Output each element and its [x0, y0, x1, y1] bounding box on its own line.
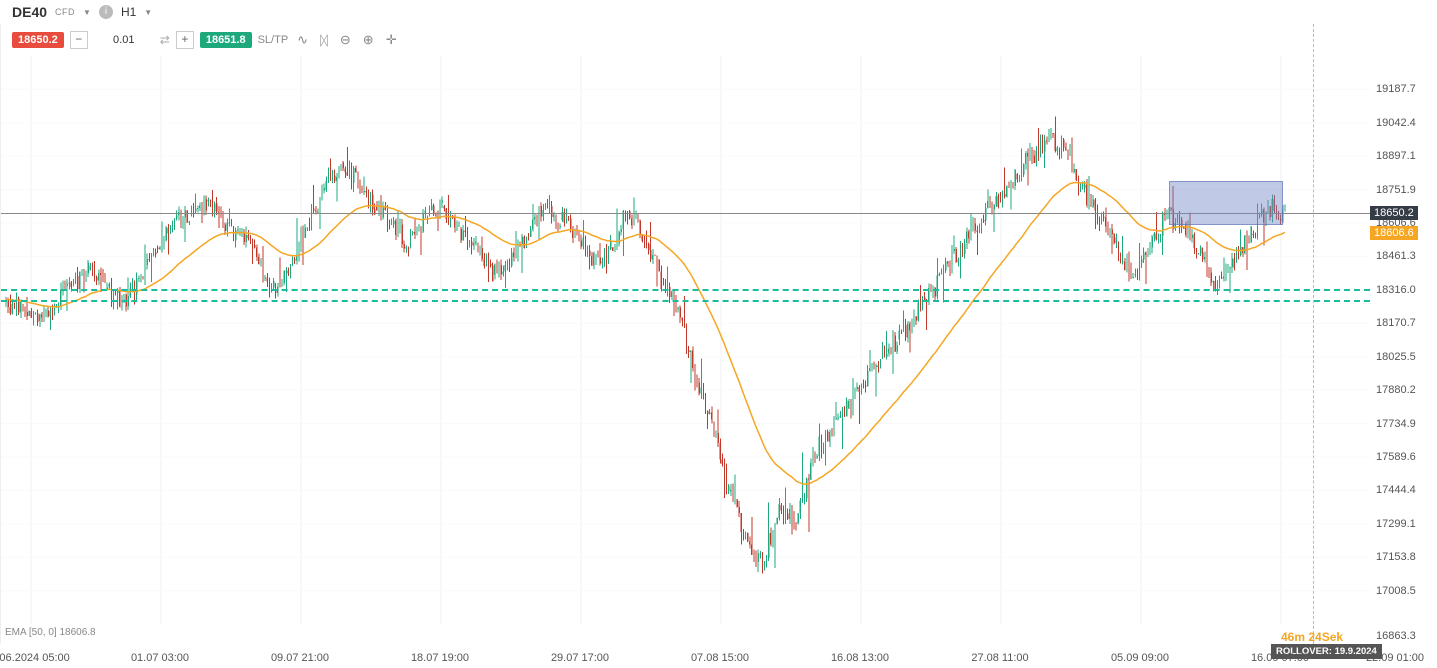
support-line[interactable] — [1, 300, 1370, 302]
price-tick-label: 18170.7 — [1376, 317, 1416, 329]
price-tick-label: 17153.8 — [1376, 551, 1416, 563]
time-tick-label: 01.07 03:00 — [131, 652, 189, 664]
price-tick-label: 16863.3 — [1376, 630, 1416, 642]
time-tick-label: 05.09 09:00 — [1111, 652, 1169, 664]
price-tick-label: 18751.9 — [1376, 184, 1416, 196]
time-tick-label: 0.06.2024 05:00 — [0, 652, 70, 664]
timeframe-dropdown-icon[interactable]: ▼ — [144, 8, 152, 17]
price-tick-label: 17589.6 — [1376, 451, 1416, 463]
price-tick-label: 18461.3 — [1376, 250, 1416, 262]
chart-plot-area[interactable]: EMA [50, 0] 18606.8 46m 24SekROLLOVER: 1… — [0, 24, 1370, 644]
time-tick-label: 16.09 07:00 — [1251, 652, 1309, 664]
ema-price-tag: 18606.6 — [1370, 226, 1418, 240]
time-tick-label: 16.08 13:00 — [831, 652, 889, 664]
current-price-line — [1, 213, 1370, 214]
price-tick-label: 19187.7 — [1376, 83, 1416, 95]
price-plot-svg — [1, 24, 1371, 644]
symbol-subtype: CFD — [55, 7, 75, 17]
support-line[interactable] — [1, 289, 1370, 291]
current-price-tag: 18650.2 — [1370, 206, 1418, 220]
price-tick-label: 17008.5 — [1376, 585, 1416, 597]
price-tick-label: 17880.2 — [1376, 384, 1416, 396]
price-tick-label: 18897.1 — [1376, 150, 1416, 162]
symbol-dropdown-icon[interactable]: ▼ — [83, 8, 91, 17]
future-time-marker — [1313, 24, 1314, 644]
time-axis: 0.06.2024 05:00 01.07 03:00 09.07 21:00 18.… — [0, 644, 1370, 668]
bar-countdown: 46m 24Sek — [1281, 630, 1343, 644]
time-tick-label: 09.07 21:00 — [271, 652, 329, 664]
price-axis: 17008.5 17153.8 17299.1 17444.4 17589.6 17734… — [1370, 24, 1437, 644]
symbol-name[interactable]: DE40 — [12, 4, 47, 20]
chart-header: DE40 CFD ▼ i H1 ▼ — [0, 0, 1437, 24]
timeframe-label[interactable]: H1 — [121, 5, 136, 19]
indicator-ema-label[interactable]: EMA [50, 0] 18606.8 — [5, 627, 96, 638]
time-tick-label: 18.07 19:00 — [411, 652, 469, 664]
time-tick-label: 22.09 01:00 — [1366, 652, 1424, 664]
info-icon[interactable]: i — [99, 5, 113, 19]
price-tick-label: 17299.1 — [1376, 518, 1416, 530]
price-tick-label: 18025.5 — [1376, 351, 1416, 363]
time-tick-label: 27.08 11:00 — [971, 652, 1028, 664]
time-tick-label: 29.07 17:00 — [551, 652, 609, 664]
highlight-zone[interactable] — [1169, 181, 1283, 225]
price-tick-label: 19042.4 — [1376, 117, 1416, 129]
price-tick-label: 17734.9 — [1376, 418, 1416, 430]
price-tick-label: 18316.0 — [1376, 284, 1416, 296]
time-tick-label: 07.08 15:00 — [691, 652, 749, 664]
price-tick-label: 17444.4 — [1376, 484, 1416, 496]
